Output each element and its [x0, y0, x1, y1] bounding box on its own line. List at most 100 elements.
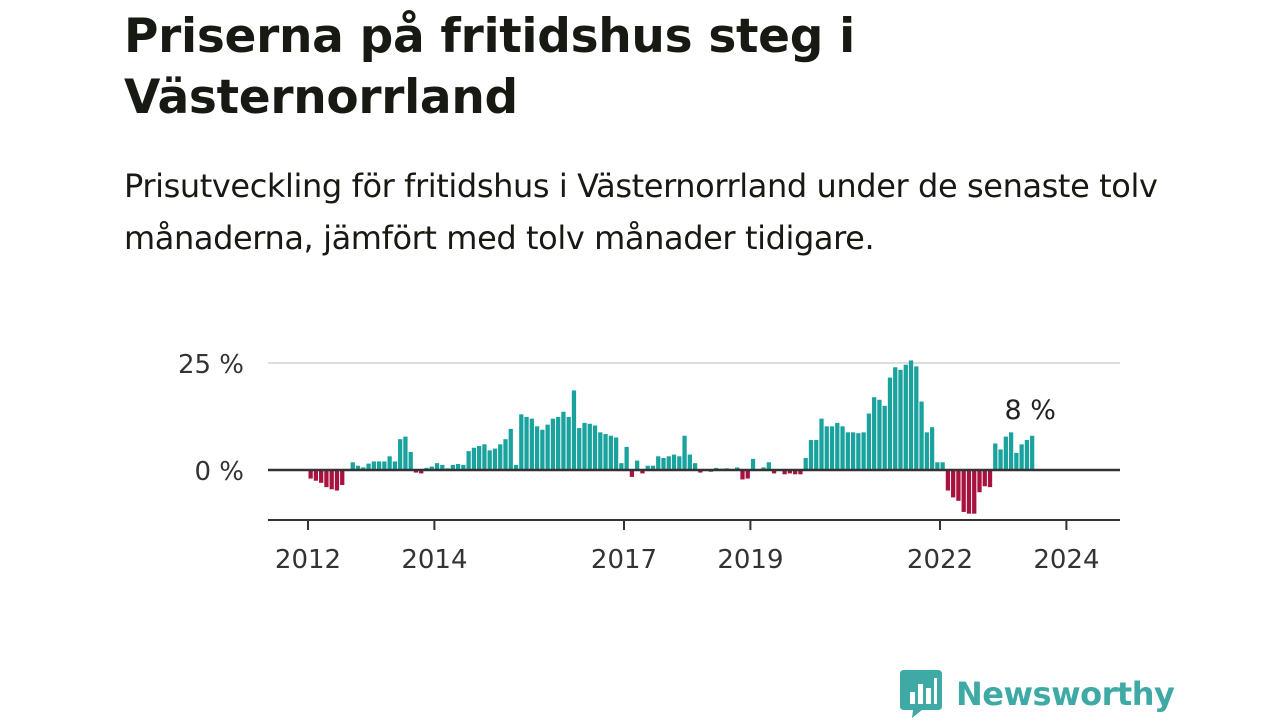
bar [519, 414, 524, 470]
bar [850, 432, 856, 470]
bar [340, 470, 345, 485]
newsworthy-logo: Newsworthy [900, 670, 1175, 718]
bar [798, 470, 803, 475]
bar [534, 426, 540, 470]
bar [324, 470, 329, 488]
bar [666, 456, 671, 470]
bar [766, 462, 771, 470]
bar [661, 458, 666, 470]
bar [929, 427, 935, 470]
bar [671, 454, 677, 470]
x-tick-label: 2024 [1033, 545, 1099, 575]
bar [361, 467, 366, 470]
bar [940, 462, 945, 470]
chart-subtitle: Prisutveckling för fritidshus i Västerno… [124, 167, 1158, 257]
bar [966, 470, 972, 514]
bar [687, 454, 692, 470]
bar [740, 470, 745, 480]
bar [993, 443, 998, 470]
bar [450, 464, 455, 470]
bar [1003, 436, 1008, 470]
bar [503, 439, 508, 470]
bar [603, 434, 608, 470]
bar [956, 470, 961, 501]
bar [403, 436, 408, 470]
bar [408, 452, 413, 470]
bar [945, 470, 951, 491]
x-tick-label: 2022 [907, 545, 973, 575]
bar [735, 467, 740, 470]
bar [677, 456, 682, 470]
bar [577, 428, 582, 470]
y-tick-label: 0 % [194, 457, 244, 487]
bar [550, 418, 556, 470]
bar [845, 432, 850, 470]
bar [329, 470, 334, 490]
bar [750, 458, 756, 470]
bar [598, 432, 603, 470]
bar [998, 449, 1003, 470]
bar [645, 465, 650, 470]
bar [835, 422, 840, 470]
bar [471, 447, 477, 470]
bar [529, 418, 534, 470]
bar [308, 470, 313, 479]
bar [608, 435, 613, 470]
bar [508, 428, 513, 470]
bar [371, 461, 376, 470]
bar [392, 461, 398, 470]
bar [1008, 432, 1014, 470]
bar [924, 432, 929, 470]
bar [692, 463, 698, 470]
bar [624, 446, 629, 470]
bar [629, 470, 635, 477]
bar [313, 470, 319, 481]
bar [771, 470, 777, 474]
bar [866, 413, 872, 470]
bar [382, 461, 387, 470]
bar [571, 390, 577, 470]
bar [561, 411, 566, 470]
bar [856, 433, 861, 470]
bar [951, 470, 956, 498]
bar [698, 470, 703, 473]
bar [829, 426, 835, 470]
bar [908, 360, 914, 470]
bar [350, 462, 355, 470]
bar [635, 460, 640, 470]
x-tick-label: 2012 [275, 545, 341, 575]
bar [824, 426, 829, 470]
bar [455, 464, 461, 470]
bar [413, 470, 419, 473]
bar [803, 458, 808, 470]
bar [782, 470, 787, 475]
bar [961, 470, 966, 512]
bar [935, 462, 940, 470]
x-tick-label: 2017 [591, 545, 657, 575]
bar [745, 470, 750, 479]
bar [982, 470, 987, 487]
x-tick-label: 2014 [401, 545, 467, 575]
bar [1024, 440, 1030, 470]
bar [419, 470, 424, 474]
bar [376, 461, 382, 470]
x-tick-label: 2019 [717, 545, 783, 575]
bar [861, 432, 866, 470]
bar [334, 470, 340, 491]
y-tick-label: 25 % [178, 350, 244, 380]
bar [914, 366, 919, 470]
bar [482, 444, 487, 470]
bar [524, 416, 529, 470]
bar [903, 364, 908, 470]
bar [650, 465, 656, 470]
bar [656, 456, 661, 470]
bar [492, 448, 498, 470]
bar [1030, 435, 1035, 470]
bar-series [308, 360, 1035, 514]
bar [592, 425, 598, 470]
bar [787, 470, 793, 474]
bar [1019, 444, 1024, 470]
bar [498, 444, 503, 470]
bar [640, 470, 645, 474]
